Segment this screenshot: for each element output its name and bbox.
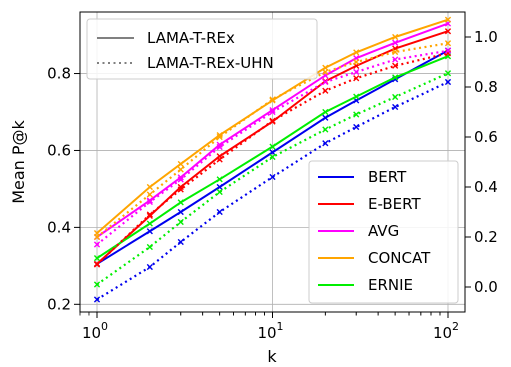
y-right-tick-label: 0.8	[474, 78, 498, 96]
data-point-ernie	[444, 70, 452, 77]
data-point-avg	[93, 241, 101, 248]
data-point-ernie	[93, 281, 101, 288]
data-point-concat	[392, 33, 399, 41]
data-point-bert	[146, 228, 153, 235]
data-point-bert	[216, 183, 223, 191]
data-point-bert	[269, 149, 276, 156]
x-axis-label: k	[267, 347, 277, 366]
y-right-tick-label: 0.0	[474, 278, 498, 296]
data-point-e-bert	[322, 87, 329, 94]
data-point-avg	[392, 39, 399, 46]
data-point-e-bert	[392, 62, 399, 69]
data-point-bert	[93, 296, 101, 303]
data-point-bert	[146, 263, 153, 271]
data-point-ernie	[269, 153, 276, 161]
model-legend-label: E-BERT	[368, 195, 421, 213]
data-point-concat	[93, 233, 101, 241]
data-point-concat	[353, 58, 360, 66]
model-legend-label: ERNIE	[368, 276, 413, 294]
y-right-tick-label: 0.2	[474, 228, 498, 246]
data-point-ernie	[216, 188, 223, 196]
data-point-avg	[322, 78, 329, 86]
data-point-avg	[269, 108, 276, 116]
data-point-concat	[146, 183, 153, 191]
data-point-avg	[392, 56, 399, 63]
y-right-tick-label: 0.6	[474, 128, 498, 146]
data-point-concat	[216, 133, 223, 141]
data-point-bert	[392, 103, 399, 111]
y-right-tick-label: 0.4	[474, 178, 498, 196]
data-point-ernie	[322, 126, 329, 133]
data-point-bert	[444, 78, 452, 86]
style-legend-box	[86, 18, 318, 80]
data-point-ernie	[269, 143, 276, 150]
style-legend: LAMA-T-REx LAMA-T-REx-UHN	[86, 18, 318, 80]
data-point-bert	[177, 238, 184, 246]
data-point-e-bert	[177, 186, 184, 193]
data-point-ernie	[146, 243, 153, 251]
y-left-tick-label: 0.8	[47, 65, 71, 83]
data-point-ernie	[216, 176, 223, 183]
data-point-concat	[322, 68, 329, 76]
data-point-concat	[444, 16, 452, 23]
data-point-bert	[322, 114, 329, 121]
data-point-ernie	[177, 199, 184, 206]
series-line-ernie-dotted	[96, 72, 449, 286]
data-point-avg	[146, 198, 153, 206]
series-line-bert-dotted	[96, 81, 449, 301]
model-legend: BERT E-BERT AVG CONCAT ERNIE	[308, 160, 459, 304]
data-point-bert	[322, 140, 329, 147]
model-legend-label: BERT	[368, 168, 407, 186]
data-point-e-bert	[444, 28, 452, 35]
data-point-concat	[353, 49, 360, 56]
style-legend-label: LAMA-T-REx-UHN	[147, 54, 274, 72]
style-legend-label: LAMA-T-REx	[147, 29, 235, 47]
x-tick-label: 101	[257, 320, 283, 342]
data-point-avg	[177, 176, 184, 183]
data-point-avg	[216, 141, 223, 148]
data-point-bert	[269, 173, 276, 181]
series-layer	[93, 16, 452, 303]
data-point-ernie	[353, 111, 360, 118]
data-point-e-bert	[146, 211, 153, 218]
data-point-concat	[146, 191, 153, 198]
data-point-bert	[177, 208, 184, 216]
model-legend-label: AVG	[368, 222, 399, 240]
data-point-avg	[353, 68, 360, 76]
model-legend-label: CONCAT	[368, 249, 431, 267]
x-tick-label: 102	[433, 320, 459, 342]
data-point-ernie	[353, 93, 360, 100]
data-point-e-bert	[93, 261, 101, 268]
data-point-ernie	[146, 220, 153, 227]
data-point-ernie	[177, 218, 184, 226]
data-point-ernie	[322, 108, 329, 116]
y-right-tick-label: 1.0	[474, 28, 498, 46]
data-point-e-bert	[353, 75, 360, 82]
data-point-e-bert	[269, 117, 276, 124]
y-left-tick-label: 0.4	[47, 218, 71, 236]
y-left-tick-label: 0.6	[47, 141, 71, 159]
data-point-concat	[392, 48, 399, 56]
data-point-ernie	[392, 74, 399, 81]
data-point-concat	[177, 166, 184, 173]
data-point-ernie	[392, 93, 399, 101]
y-axis-label: Mean P@k	[9, 119, 28, 203]
data-point-avg	[444, 47, 452, 54]
data-point-avg	[216, 143, 223, 151]
data-point-bert	[216, 208, 223, 216]
data-point-concat	[177, 160, 184, 168]
y-left-tick-label: 0.2	[47, 295, 71, 313]
data-point-ernie	[93, 255, 101, 262]
model-legend-box	[308, 160, 459, 304]
series-line-concat-dotted	[96, 42, 449, 238]
data-point-concat	[269, 96, 276, 103]
data-point-avg	[177, 174, 184, 181]
axes: 100 101 102 0.2 0.4 0.6 0.8 0.0 0.2 0.4 0.6 0.8 1.0	[47, 28, 498, 342]
x-tick-label: 100	[82, 320, 108, 342]
data-point-concat	[444, 40, 452, 47]
data-point-bert	[353, 123, 360, 131]
data-point-e-bert	[216, 156, 223, 163]
